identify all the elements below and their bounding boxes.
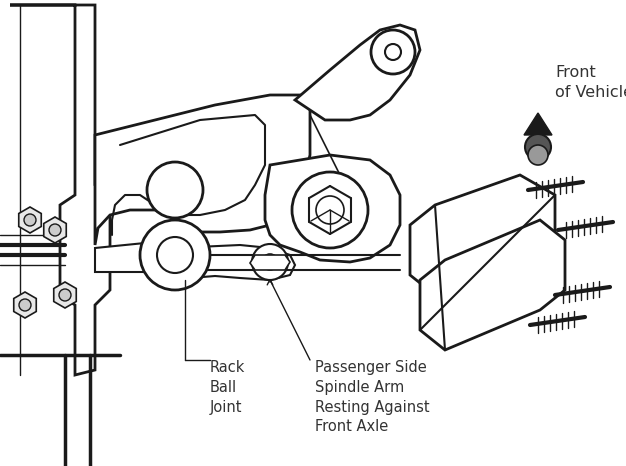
Polygon shape (295, 25, 420, 120)
Polygon shape (44, 217, 66, 243)
Polygon shape (95, 242, 165, 272)
Circle shape (371, 30, 415, 74)
Polygon shape (410, 175, 555, 295)
Text: Rack
Ball
Joint: Rack Ball Joint (210, 360, 245, 415)
Circle shape (385, 44, 401, 60)
Circle shape (292, 172, 368, 248)
Polygon shape (420, 220, 565, 350)
Circle shape (49, 224, 61, 236)
Polygon shape (14, 292, 36, 318)
Polygon shape (250, 255, 290, 270)
Circle shape (140, 220, 210, 290)
Circle shape (157, 237, 193, 273)
Circle shape (59, 289, 71, 301)
Polygon shape (524, 113, 552, 135)
Text: Passenger Side
Spindle Arm
Resting Against
Front Axle: Passenger Side Spindle Arm Resting Again… (315, 360, 429, 434)
Circle shape (262, 254, 278, 270)
Polygon shape (19, 207, 41, 233)
Polygon shape (95, 95, 310, 245)
Polygon shape (265, 155, 400, 262)
Polygon shape (10, 5, 110, 375)
Text: Front
of Vehicle: Front of Vehicle (555, 65, 626, 100)
Circle shape (24, 214, 36, 226)
Circle shape (19, 299, 31, 311)
Circle shape (316, 196, 344, 224)
Circle shape (147, 162, 203, 218)
Circle shape (528, 145, 548, 165)
Polygon shape (162, 245, 295, 285)
Polygon shape (54, 282, 76, 308)
Circle shape (252, 244, 288, 280)
Circle shape (525, 134, 551, 160)
